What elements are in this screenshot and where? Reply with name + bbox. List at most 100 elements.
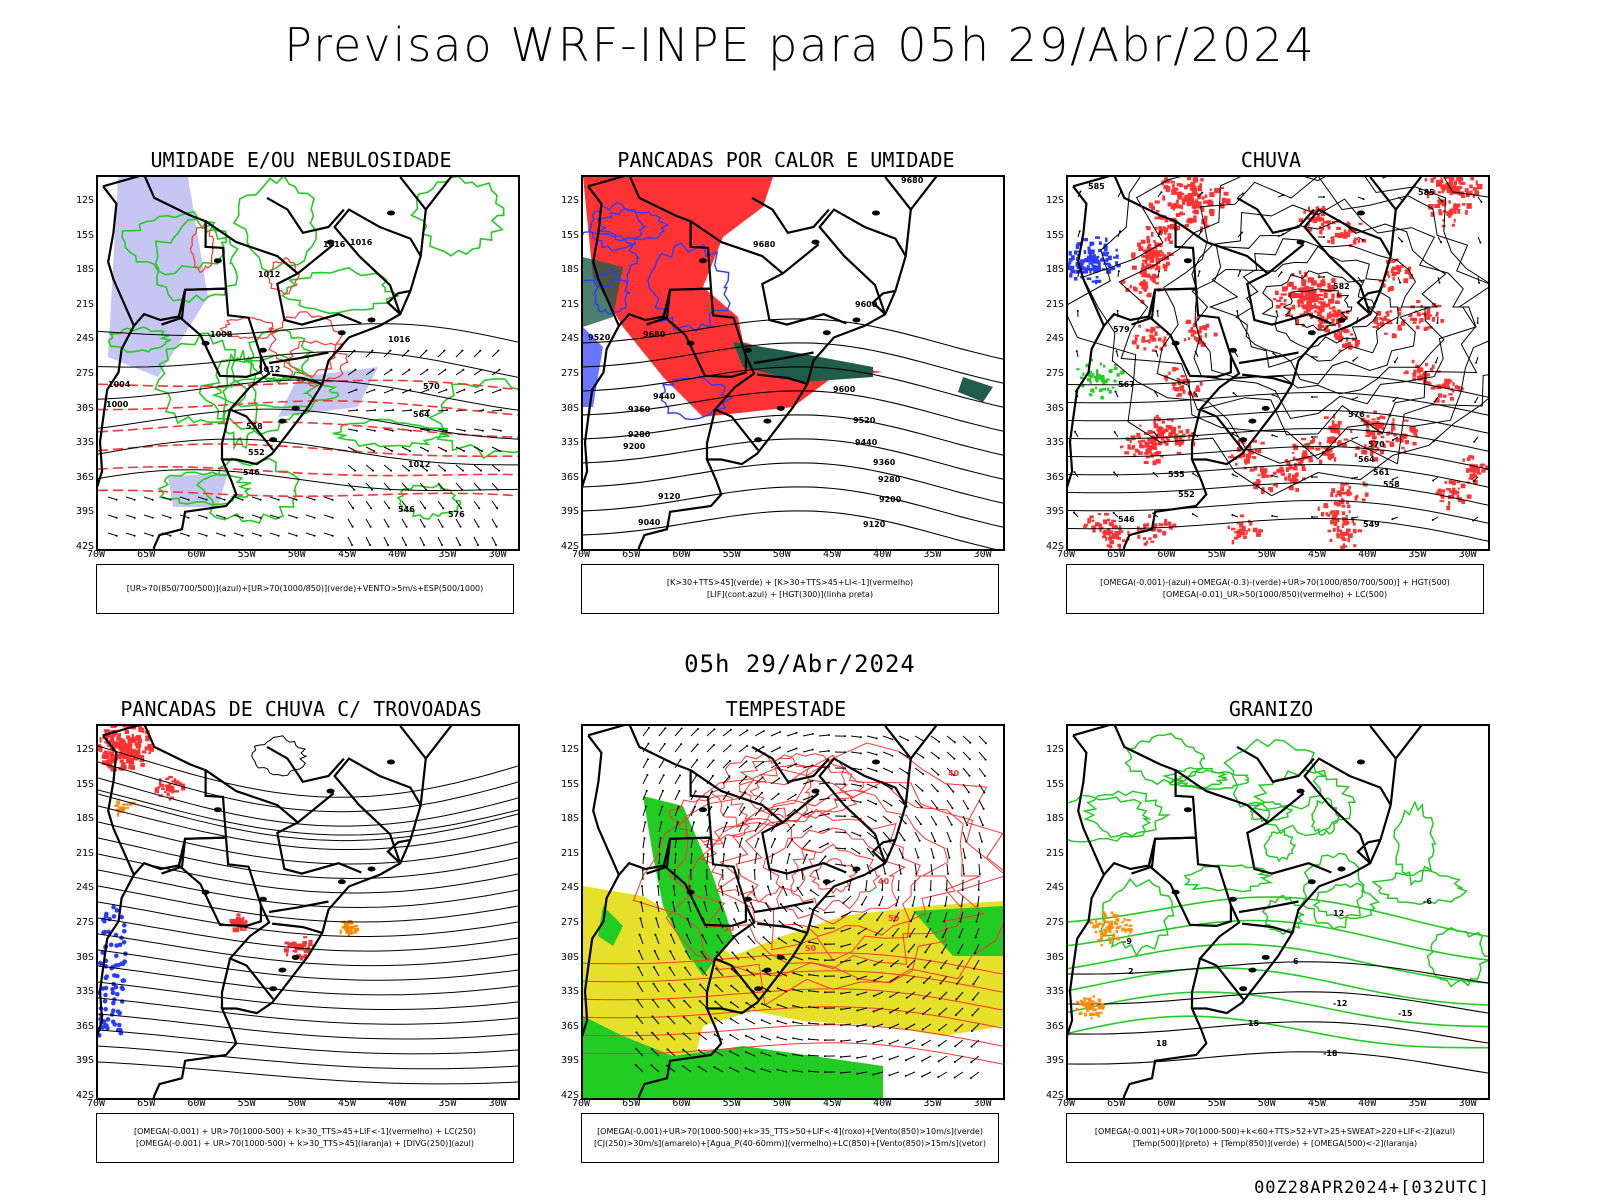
longitude-label: 50W <box>772 1098 791 1109</box>
latitude-label: 39S <box>75 506 94 518</box>
contour-label: 558 <box>1383 480 1400 489</box>
latitude-label: 39S <box>1045 1055 1064 1067</box>
contour-label: 552 <box>248 448 265 457</box>
contour-label: 1016 <box>350 238 373 247</box>
latitude-label: 30S <box>75 951 94 963</box>
longitude-label: 60W <box>1157 1098 1176 1109</box>
latitude-label: 15S <box>560 229 579 241</box>
longitude-label: 30W <box>1458 549 1477 560</box>
legend-line: [OMEGA(-0.001)+UR>70(1000-500)+k<60+TTS>… <box>1094 1127 1456 1136</box>
legend-line: [K>30+TTS>45](verde) + [K>30+TTS>45+LI<-… <box>666 578 914 587</box>
contour-label: 9120 <box>863 520 886 529</box>
map-geography <box>1068 726 1423 1098</box>
latitude-label: 33S <box>75 986 94 998</box>
panel-title: TEMPESTADE <box>725 697 847 721</box>
latitude-label: 36S <box>75 1020 94 1032</box>
main-title: Previsao WRF-INPE para 05h 29/Abr/2024 <box>284 18 1316 72</box>
longitude-label: 35W <box>1408 1098 1427 1109</box>
contour-label: 576 <box>448 510 465 519</box>
latitude-label: 12S <box>1045 744 1064 755</box>
legend-line: [OMEGA(-0.001)-(azul)+OMEGA(-0.3)-(verde… <box>1100 578 1450 587</box>
panel-title: PANCADAS DE CHUVA C/ TROVOADAS <box>120 697 482 721</box>
longitude-label: 60W <box>187 549 206 560</box>
latitude-label: 12S <box>75 195 94 206</box>
longitude-label: 30W <box>488 1098 507 1109</box>
panel-title: CHUVA <box>1240 148 1302 172</box>
contour-label: 9600 <box>855 300 878 309</box>
map-canvas: 40 40 50 50 50 <box>583 726 1003 1098</box>
longitude-label: 35W <box>438 1098 457 1109</box>
latitude-label: 24S <box>560 882 579 894</box>
contour-label: 549 <box>1363 520 1380 529</box>
legend-box: [OMEGA(-0.001)+UR>70(1000-500)+k<60+TTS>… <box>1066 1113 1484 1163</box>
contour-label: 1012 <box>408 460 430 469</box>
longitude-label: 45W <box>1307 549 1327 560</box>
contour-label: -9 <box>1123 937 1132 946</box>
latitude-label: 33S <box>560 986 579 998</box>
contour-label: 9440 <box>653 392 676 401</box>
contour-label: 9200 <box>623 442 646 451</box>
contour-label: 50 <box>888 914 900 923</box>
map-canvas: 1016 1012 1008 1004 1000 1016 1016 1012 1012 576 5… <box>98 177 518 549</box>
longitude-label: 65W <box>1107 549 1126 560</box>
latitude-label: 42S <box>560 541 579 552</box>
latitude-label: 30S <box>1045 951 1064 963</box>
longitude-label: 70W <box>571 549 591 560</box>
longitude-label: 45W <box>1307 1098 1327 1109</box>
longitude-label: 45W <box>337 549 357 560</box>
contour-label: 9360 <box>628 405 651 414</box>
longitude-label: 30W <box>973 549 992 560</box>
longitude-label: 40W <box>388 549 407 560</box>
contour-label: 15 <box>1248 1019 1260 1028</box>
longitude-label: 45W <box>822 1098 842 1109</box>
contour-label: 9040 <box>638 518 661 527</box>
contour-label: 570 <box>1368 440 1385 449</box>
latitude-label: 12S <box>1045 195 1064 206</box>
hail-fields: -6 -9 -12 -15 -18 2 6 12 15 18 <box>1068 732 1488 1074</box>
longitude-label: 70W <box>1056 549 1076 560</box>
map-geography <box>98 177 453 549</box>
contour-label: 567 <box>1118 380 1135 389</box>
contour-label: 9280 <box>628 430 651 439</box>
legend-box: [OMEGA(-0.001) + UR>70(1000-500) + k>30_… <box>96 1113 514 1163</box>
longitude-label: 70W <box>571 1098 591 1109</box>
legend-line: [UR>70(850/700/500)](azul)+[UR>70(1000/8… <box>126 584 484 593</box>
legend-line: [LIF](cont.azul) + [HGT(300)](linha pret… <box>706 590 874 599</box>
contour-label: -18 <box>1323 1049 1338 1058</box>
map-canvas: 5855855825795765735705675645615585555525… <box>1068 177 1488 549</box>
latitude-label: 18S <box>1045 813 1064 825</box>
contour-label: 1016 <box>323 240 346 249</box>
latitude-label: 18S <box>560 264 579 276</box>
map-canvas: -6 -9 -12 -15 -18 2 6 12 15 18 <box>1068 726 1488 1098</box>
contour-label: 570 <box>423 382 440 391</box>
storm-fields: 40 40 50 50 50 <box>583 726 1003 1098</box>
contour-label: 9280 <box>878 475 901 484</box>
legend-line: [OMEGA(-0.01)_UR>50(1000/850)(vermelho) … <box>1162 590 1388 599</box>
latitude-label: 39S <box>560 506 579 518</box>
latitude-label: 33S <box>1045 986 1064 998</box>
contour-label: 555 <box>1168 470 1185 479</box>
forecast-map: -6 -9 -12 -15 -18 2 6 12 15 18 <box>1066 724 1490 1100</box>
forecast-map: 1016 1012 1008 1004 1000 1016 1016 1012 1012 576 5… <box>96 175 520 551</box>
latitude-label: 36S <box>1045 471 1064 483</box>
contour-label: 9680 <box>901 177 924 185</box>
contour-label: 582 <box>1333 282 1350 291</box>
latitude-label: 33S <box>75 437 94 449</box>
latitude-label: 42S <box>75 1090 94 1101</box>
contour-label: 9680 <box>643 330 666 339</box>
contour-label: -15 <box>1398 1009 1413 1018</box>
contour-label: 1008 <box>210 330 233 339</box>
latitude-label: 15S <box>75 778 94 790</box>
contour-label: 9520 <box>588 333 611 342</box>
latitude-label: 42S <box>1045 1090 1064 1101</box>
latitude-label: 12S <box>75 744 94 755</box>
contour-label: 6 <box>1293 957 1299 966</box>
latitude-label: 27S <box>75 917 94 928</box>
longitude-label: 50W <box>1257 549 1276 560</box>
latitude-label: 24S <box>1045 882 1064 894</box>
legend-line: [OMEGA(-0.001) + UR>70(1000-500) + k>30_… <box>133 1127 477 1136</box>
longitude-label: 65W <box>622 1098 641 1109</box>
longitude-label: 60W <box>187 1098 206 1109</box>
latitude-label: 24S <box>75 882 94 894</box>
contour-label: 40 <box>878 877 890 886</box>
